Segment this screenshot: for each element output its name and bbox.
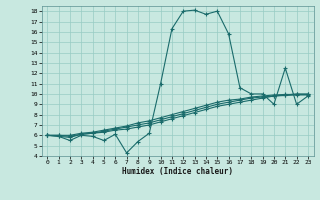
X-axis label: Humidex (Indice chaleur): Humidex (Indice chaleur) [122, 167, 233, 176]
